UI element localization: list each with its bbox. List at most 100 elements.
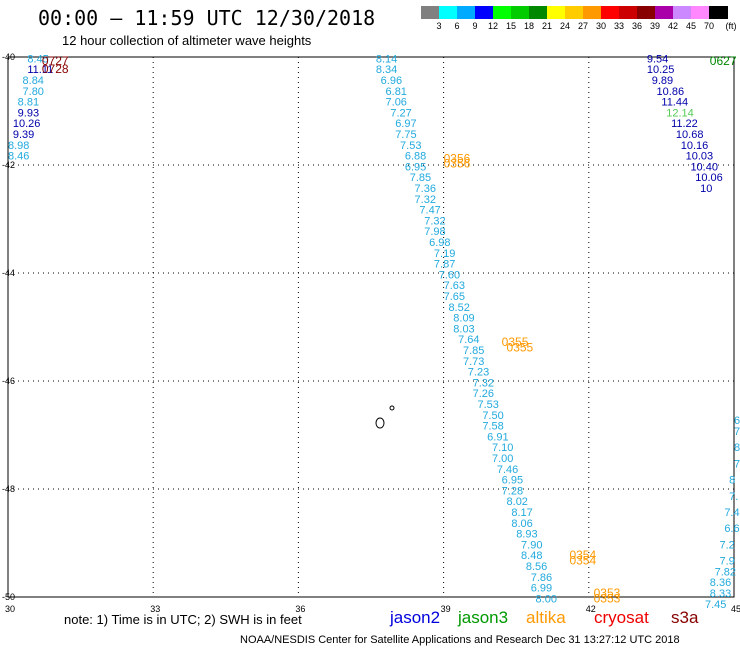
y-tick-label: -40: [2, 52, 15, 62]
legend-tick-label: 30: [595, 21, 606, 31]
data-label-cryosat: 7.45: [705, 599, 726, 611]
data-label-altika: 8.09: [453, 313, 474, 325]
legend-tick-label: 3: [436, 21, 442, 31]
legend-tick-label: 12: [487, 21, 498, 31]
x-tick-label: 33: [150, 604, 160, 614]
time-label: 0627: [710, 54, 737, 68]
data-label-cryosat: 7.82: [715, 566, 736, 578]
data-label-altika: 7.27: [390, 107, 411, 119]
data-label-altika: 8.00: [536, 593, 557, 605]
data-label-altika: 8.06: [511, 518, 532, 530]
legend-swatch: [457, 6, 476, 19]
y-tick-label: -50: [2, 592, 15, 602]
legend-tick-label: 45: [685, 21, 696, 31]
data-label-altika: 7.47: [419, 205, 440, 217]
data-label-altika: 7.46: [497, 464, 518, 476]
data-label-altika: 7.53: [400, 140, 421, 152]
data-label-altika: 7.50: [482, 410, 503, 422]
data-label-jason3: 10.16: [681, 140, 709, 152]
data-label-altika: 8.03: [453, 323, 474, 335]
data-label-jason3: 11.22: [671, 118, 698, 130]
data-label-jason3: 10: [700, 183, 712, 195]
data-label-cryosat: 7.9: [719, 556, 734, 568]
data-label-altika: 7.60: [439, 269, 460, 281]
data-label-cryosat: 7: [734, 458, 740, 470]
data-label-altika: 7.58: [482, 421, 503, 433]
data-label-altika: 7.98: [424, 226, 445, 238]
y-tick-label: -46: [2, 376, 15, 386]
data-label-altika: 7.90: [521, 539, 542, 551]
x-tick-label: 45: [731, 604, 740, 614]
data-label-altika: 7.65: [444, 291, 465, 303]
legend-swatch: [691, 6, 710, 19]
data-label-jason3: 10.25: [647, 64, 675, 76]
x-tick-label: 36: [295, 604, 305, 614]
legend-tick-label: 33: [613, 21, 624, 31]
data-label-jason2: 8.46: [8, 151, 29, 163]
data-label-altika: 7.53: [477, 399, 498, 411]
data-label-cryosat: 7.2: [719, 539, 734, 551]
satellite-label: jason3: [458, 608, 509, 627]
legend-swatch: [565, 6, 584, 19]
satellite-label: s3a: [671, 608, 699, 627]
x-tick-label: 42: [586, 604, 596, 614]
data-label-altika: 8.93: [516, 529, 537, 541]
data-label-jason2: 10.26: [13, 118, 41, 130]
time-label: 0728: [42, 62, 69, 76]
data-label-jason3: 10.86: [657, 86, 685, 98]
data-label-altika: 7.28: [502, 485, 523, 497]
data-label-jason3: 11.44: [661, 97, 688, 109]
data-label-altika: 8.02: [507, 496, 528, 508]
data-label-altika: 6.95: [405, 161, 426, 173]
y-tick-label: -44: [2, 268, 15, 278]
island-outline: [389, 405, 395, 411]
legend-swatch: [655, 6, 674, 19]
x-tick-label: 30: [5, 604, 15, 614]
data-label-altika: 6.97: [395, 118, 416, 130]
data-label-cryosat: 7: [734, 426, 740, 438]
data-label-cryosat: 6.6: [724, 523, 739, 535]
time-label: 0727: [42, 54, 69, 68]
legend-swatch: [493, 6, 512, 19]
data-label-jason2: 8.98: [8, 140, 29, 152]
data-label-jason2: 9.39: [13, 129, 34, 141]
legend-tick-label: 18: [523, 21, 534, 31]
data-label-jason3: 10.40: [690, 161, 718, 173]
data-label-jason2: 8.81: [18, 97, 39, 109]
plot-frame: [7, 56, 735, 598]
data-label-altika: 6.95: [502, 475, 523, 487]
data-label-altika: 7.86: [531, 572, 552, 584]
data-label-cryosat: 8: [734, 442, 740, 454]
data-label-altika: 7.85: [463, 345, 484, 357]
legend-tick-label: 42: [667, 21, 678, 31]
time-label: 0353: [594, 591, 621, 605]
y-tick-label: -48: [2, 484, 15, 494]
data-label-altika: 8.14: [376, 53, 397, 65]
legend-swatch: [511, 6, 530, 19]
legend-swatch: [619, 6, 638, 19]
legend-swatch: [475, 6, 494, 19]
time-label: 0356: [444, 157, 471, 171]
data-label-jason3: 9.89: [652, 75, 673, 87]
data-label-cryosat: 7.: [729, 491, 738, 503]
legend-tick-label: 27: [577, 21, 588, 31]
legend-swatch: [583, 6, 602, 19]
data-label-altika: 6.88: [405, 151, 426, 163]
data-label-cryosat: 6: [734, 415, 740, 427]
legend-swatch: [421, 6, 440, 19]
data-label-cryosat: 8.33: [710, 588, 731, 600]
chart-title: 00:00 – 11:59 UTC 12/30/2018: [38, 6, 376, 30]
data-label-altika: 7.63: [444, 280, 465, 292]
data-label-altika: 7.23: [468, 367, 489, 379]
legend-swatch: [439, 6, 458, 19]
satellite-label: altika: [526, 608, 566, 627]
time-label: 0353: [594, 586, 621, 600]
data-label-altika: 7.26: [473, 388, 494, 400]
data-label-altika: 7.00: [492, 453, 513, 465]
time-label: 0354: [569, 548, 596, 562]
data-label-altika: 7.64: [458, 334, 479, 346]
data-label-altika: 8.17: [511, 507, 532, 519]
island-outline: [375, 417, 385, 429]
legend-swatch: [529, 6, 548, 19]
